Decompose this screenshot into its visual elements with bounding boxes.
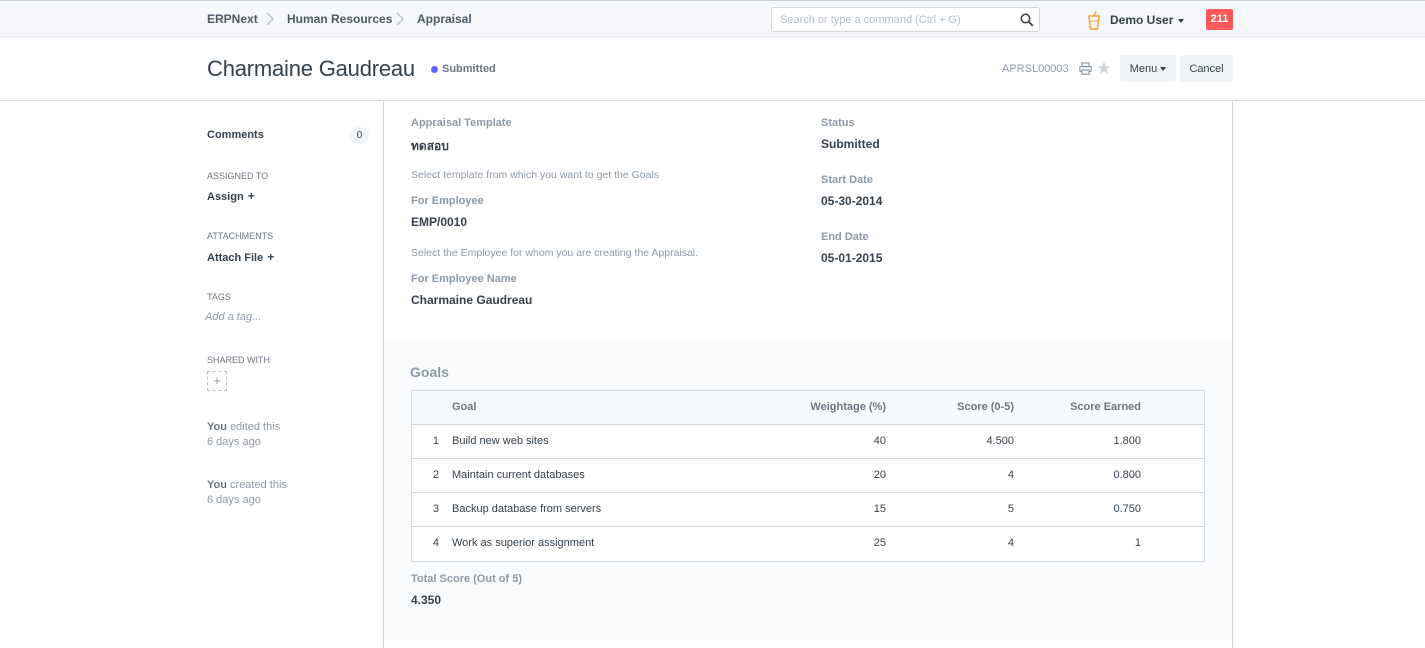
table-row[interactable]: 3 Backup database from servers 15 5 0.75…: [412, 493, 1204, 527]
breadcrumb-human-resources[interactable]: Human Resources: [287, 12, 393, 26]
goal-cell[interactable]: Work as superior assignment: [452, 537, 595, 549]
assign-link[interactable]: Assign +: [207, 189, 255, 203]
shared-with-heading: SHARED WITH: [207, 355, 270, 365]
activity-action: edited this: [230, 421, 281, 433]
print-icon[interactable]: [1079, 62, 1092, 75]
status-indicator: Submitted: [442, 63, 496, 75]
employee-help: Select the Employee for whom you are cre…: [411, 247, 699, 259]
add-tag-input[interactable]: Add a tag...: [205, 311, 262, 323]
plus-icon: +: [267, 250, 275, 264]
comments-count-badge: 0: [350, 127, 369, 144]
goal-cell[interactable]: Backup database from servers: [452, 503, 602, 515]
status-value: Submitted: [821, 137, 880, 151]
score-earned-cell: 1: [1134, 537, 1141, 549]
column-header-goal: Goal: [452, 401, 477, 413]
assign-label: Assign: [207, 191, 244, 203]
row-index: 2: [432, 469, 439, 481]
activity-action: created this: [230, 479, 287, 491]
weightage-cell[interactable]: 25: [873, 537, 886, 549]
notification-badge[interactable]: 211: [1206, 9, 1233, 30]
top-navbar: ERPNext Human Resources Appraisal Demo U…: [0, 0, 1425, 37]
score-cell[interactable]: 5: [1007, 503, 1014, 515]
activity-item: You edited this 6 days ago: [207, 420, 280, 450]
end-date-value[interactable]: 05-01-2015: [821, 251, 883, 265]
goal-cell[interactable]: Maintain current databases: [452, 469, 585, 481]
table-header-row: Goal Weightage (%) Score (0-5) Score Ear…: [412, 391, 1204, 425]
breadcrumb-erpnext[interactable]: ERPNext: [207, 12, 258, 26]
page-title: Charmaine Gaudreau: [207, 56, 415, 81]
tags-heading: TAGS: [207, 292, 231, 302]
row-index: 1: [432, 435, 439, 447]
goals-heading: Goals: [410, 364, 449, 380]
form-main: Appraisal Template ทดสอบ Select template…: [383, 101, 1233, 648]
awesome-bar: [771, 7, 1040, 32]
activity-time: 6 days ago: [207, 436, 261, 448]
add-share-button[interactable]: +: [207, 371, 227, 391]
total-score-value: 4.350: [411, 593, 442, 607]
page-header: Charmaine Gaudreau Submitted APRSL00003 …: [0, 37, 1425, 101]
search-input[interactable]: [780, 11, 1015, 28]
attach-file-link[interactable]: Attach File +: [207, 250, 274, 264]
activity-user[interactable]: You: [207, 421, 227, 433]
menu-button[interactable]: Menu: [1120, 55, 1176, 82]
user-menu[interactable]: Demo User: [1110, 13, 1185, 27]
goals-section: Goals Goal Weightage (%) Score (0-5) Sco…: [384, 341, 1232, 641]
column-header-weightage: Weightage (%): [810, 401, 886, 413]
goals-table: Goal Weightage (%) Score (0-5) Score Ear…: [411, 390, 1205, 562]
table-row[interactable]: 1 Build new web sites 40 4.500 1.800: [412, 425, 1204, 459]
attach-file-label: Attach File: [207, 252, 264, 264]
employee-name-label: For Employee Name: [411, 273, 517, 285]
caret-down-icon: [1178, 18, 1185, 23]
status-indicator-dot: [431, 66, 438, 73]
table-row[interactable]: 2 Maintain current databases 20 4 0.800: [412, 459, 1204, 493]
avatar-cup-icon[interactable]: [1087, 10, 1101, 30]
activity-user[interactable]: You: [207, 479, 227, 491]
user-name: Demo User: [1110, 13, 1174, 27]
appraisal-template-label: Appraisal Template: [411, 117, 512, 129]
plus-icon: +: [213, 373, 221, 388]
appraisal-template-value[interactable]: ทดสอบ: [411, 139, 449, 153]
table-row[interactable]: 4 Work as superior assignment 25 4 1: [412, 527, 1204, 561]
assigned-to-heading: ASSIGNED TO: [207, 171, 269, 181]
search-icon[interactable]: [1020, 13, 1034, 27]
attachments-heading: ATTACHMENTS: [207, 231, 274, 241]
row-index: 3: [432, 503, 439, 515]
employee-value[interactable]: EMP/0010: [411, 215, 468, 229]
weightage-cell[interactable]: 20: [873, 469, 886, 481]
score-cell[interactable]: 4: [1007, 537, 1014, 549]
comments-link[interactable]: Comments: [207, 129, 264, 141]
start-date-label: Start Date: [821, 174, 873, 186]
weightage-cell[interactable]: 40: [873, 435, 886, 447]
chevron-right-icon: [396, 12, 404, 26]
star-icon[interactable]: [1097, 61, 1111, 75]
document-id: APRSL00003: [1002, 63, 1069, 75]
plus-icon: +: [247, 189, 255, 203]
appraisal-template-help: Select template from which you want to g…: [411, 169, 660, 181]
employee-label: For Employee: [411, 195, 484, 207]
start-date-value[interactable]: 05-30-2014: [821, 194, 883, 208]
breadcrumb-appraisal[interactable]: Appraisal: [417, 12, 472, 26]
row-index: 4: [432, 537, 439, 549]
column-header-score-earned: Score Earned: [1070, 401, 1141, 413]
column-header-score: Score (0-5): [957, 401, 1014, 413]
chevron-right-icon: [266, 12, 274, 26]
weightage-cell[interactable]: 15: [873, 503, 886, 515]
status-label: Status: [821, 117, 855, 129]
score-earned-cell: 0.800: [1113, 469, 1141, 481]
score-cell[interactable]: 4.500: [986, 435, 1014, 447]
activity-item: You created this 6 days ago: [207, 478, 287, 508]
menu-button-label: Menu: [1129, 62, 1158, 75]
score-cell[interactable]: 4: [1007, 469, 1014, 481]
total-score-label: Total Score (Out of 5): [411, 573, 523, 585]
cancel-button[interactable]: Cancel: [1180, 55, 1233, 82]
caret-down-icon: [1160, 66, 1167, 71]
employee-name-value: Charmaine Gaudreau: [411, 293, 533, 307]
score-earned-cell: 1.800: [1113, 435, 1141, 447]
score-earned-cell: 0.750: [1113, 503, 1141, 515]
activity-time: 6 days ago: [207, 494, 261, 506]
end-date-label: End Date: [821, 231, 869, 243]
goal-cell[interactable]: Build new web sites: [452, 435, 549, 447]
